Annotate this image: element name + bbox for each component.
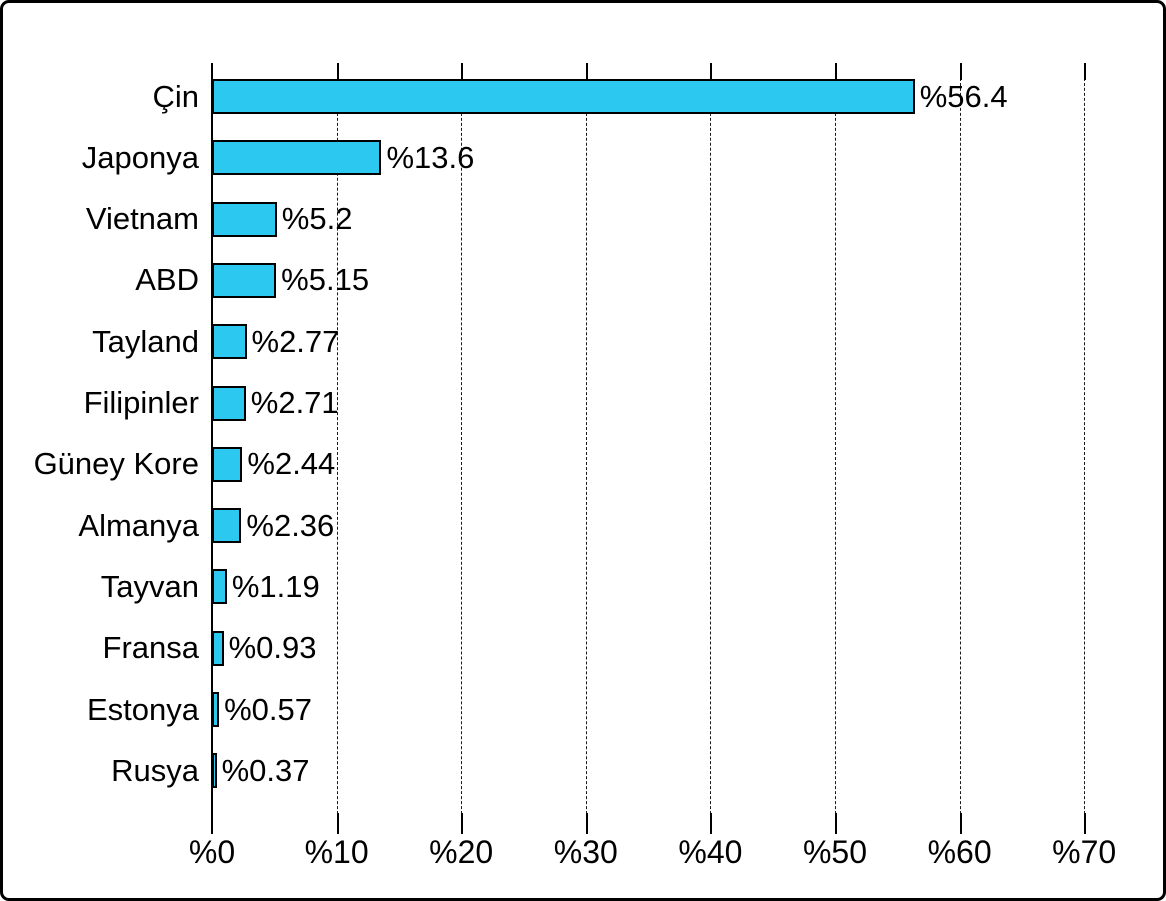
bar (212, 508, 242, 544)
category-label: Rusya (111, 752, 199, 788)
value-label: %13.6 (386, 139, 475, 175)
value-label: %0.93 (228, 630, 317, 666)
gridline (585, 63, 587, 834)
gridline (461, 63, 463, 834)
gridline (336, 63, 338, 834)
value-label: %5.15 (281, 262, 370, 298)
bar (212, 324, 247, 360)
bar (212, 569, 227, 605)
value-label: %2.36 (246, 507, 335, 543)
x-tick-label: %0 (188, 834, 236, 870)
bar (212, 630, 224, 666)
gridline (835, 63, 836, 834)
bar (212, 140, 382, 176)
category-label: Estonya (86, 691, 199, 727)
x-tick-label: %30 (553, 834, 618, 870)
gridline-bottom-tick (835, 813, 837, 834)
value-label: %1.19 (231, 568, 320, 604)
category-label: Tayland (92, 323, 199, 359)
x-tick-label: %20 (429, 834, 494, 870)
gridline-top-tick (585, 63, 588, 80)
gridline-top-tick (959, 63, 962, 80)
bar (212, 385, 246, 421)
x-tick-label: %70 (1052, 834, 1117, 870)
category-label: Çin (152, 78, 199, 114)
gridline-top-tick (336, 63, 339, 80)
gridline-top-tick (710, 63, 713, 80)
gridline-bottom-tick (461, 813, 464, 834)
value-label: %56.4 (919, 78, 1008, 114)
category-label: Japonya (81, 139, 199, 175)
category-label: Almanya (78, 507, 199, 543)
value-label: %5.2 (281, 201, 353, 237)
bar (212, 753, 217, 789)
x-tick-label: %50 (802, 834, 868, 870)
category-label: Filipinler (83, 385, 199, 420)
gridline-bottom-tick (710, 813, 713, 834)
value-label: %2.77 (251, 323, 340, 359)
category-label: Fransa (102, 630, 199, 666)
gridline-bottom-tick (585, 813, 588, 834)
x-tick-label: %10 (304, 834, 369, 870)
gridline-bottom-tick (959, 813, 962, 834)
category-label: ABD (135, 262, 199, 298)
bar (212, 201, 277, 237)
gridline-bottom-tick (336, 813, 339, 834)
gridline (710, 63, 712, 834)
category-label: Güney Kore (33, 446, 199, 482)
x-tick-label: %60 (927, 834, 992, 870)
gridline-top-tick (1084, 63, 1087, 80)
gridline (1084, 63, 1086, 834)
bar (212, 79, 915, 114)
gridline-top-tick (461, 63, 464, 80)
gridline-top-tick (835, 63, 837, 80)
value-label: %0.37 (221, 752, 310, 788)
gridline-bottom-tick (1084, 813, 1087, 834)
value-label: %0.57 (224, 691, 312, 727)
bar (212, 446, 243, 482)
bar (212, 692, 220, 727)
bar (212, 262, 277, 298)
x-tick-label: %40 (678, 834, 743, 870)
gridline (959, 63, 961, 834)
category-label: Tayvan (100, 568, 199, 604)
value-label: %2.71 (250, 385, 339, 420)
value-label: %2.44 (247, 446, 336, 482)
category-label: Vietnam (85, 201, 199, 237)
